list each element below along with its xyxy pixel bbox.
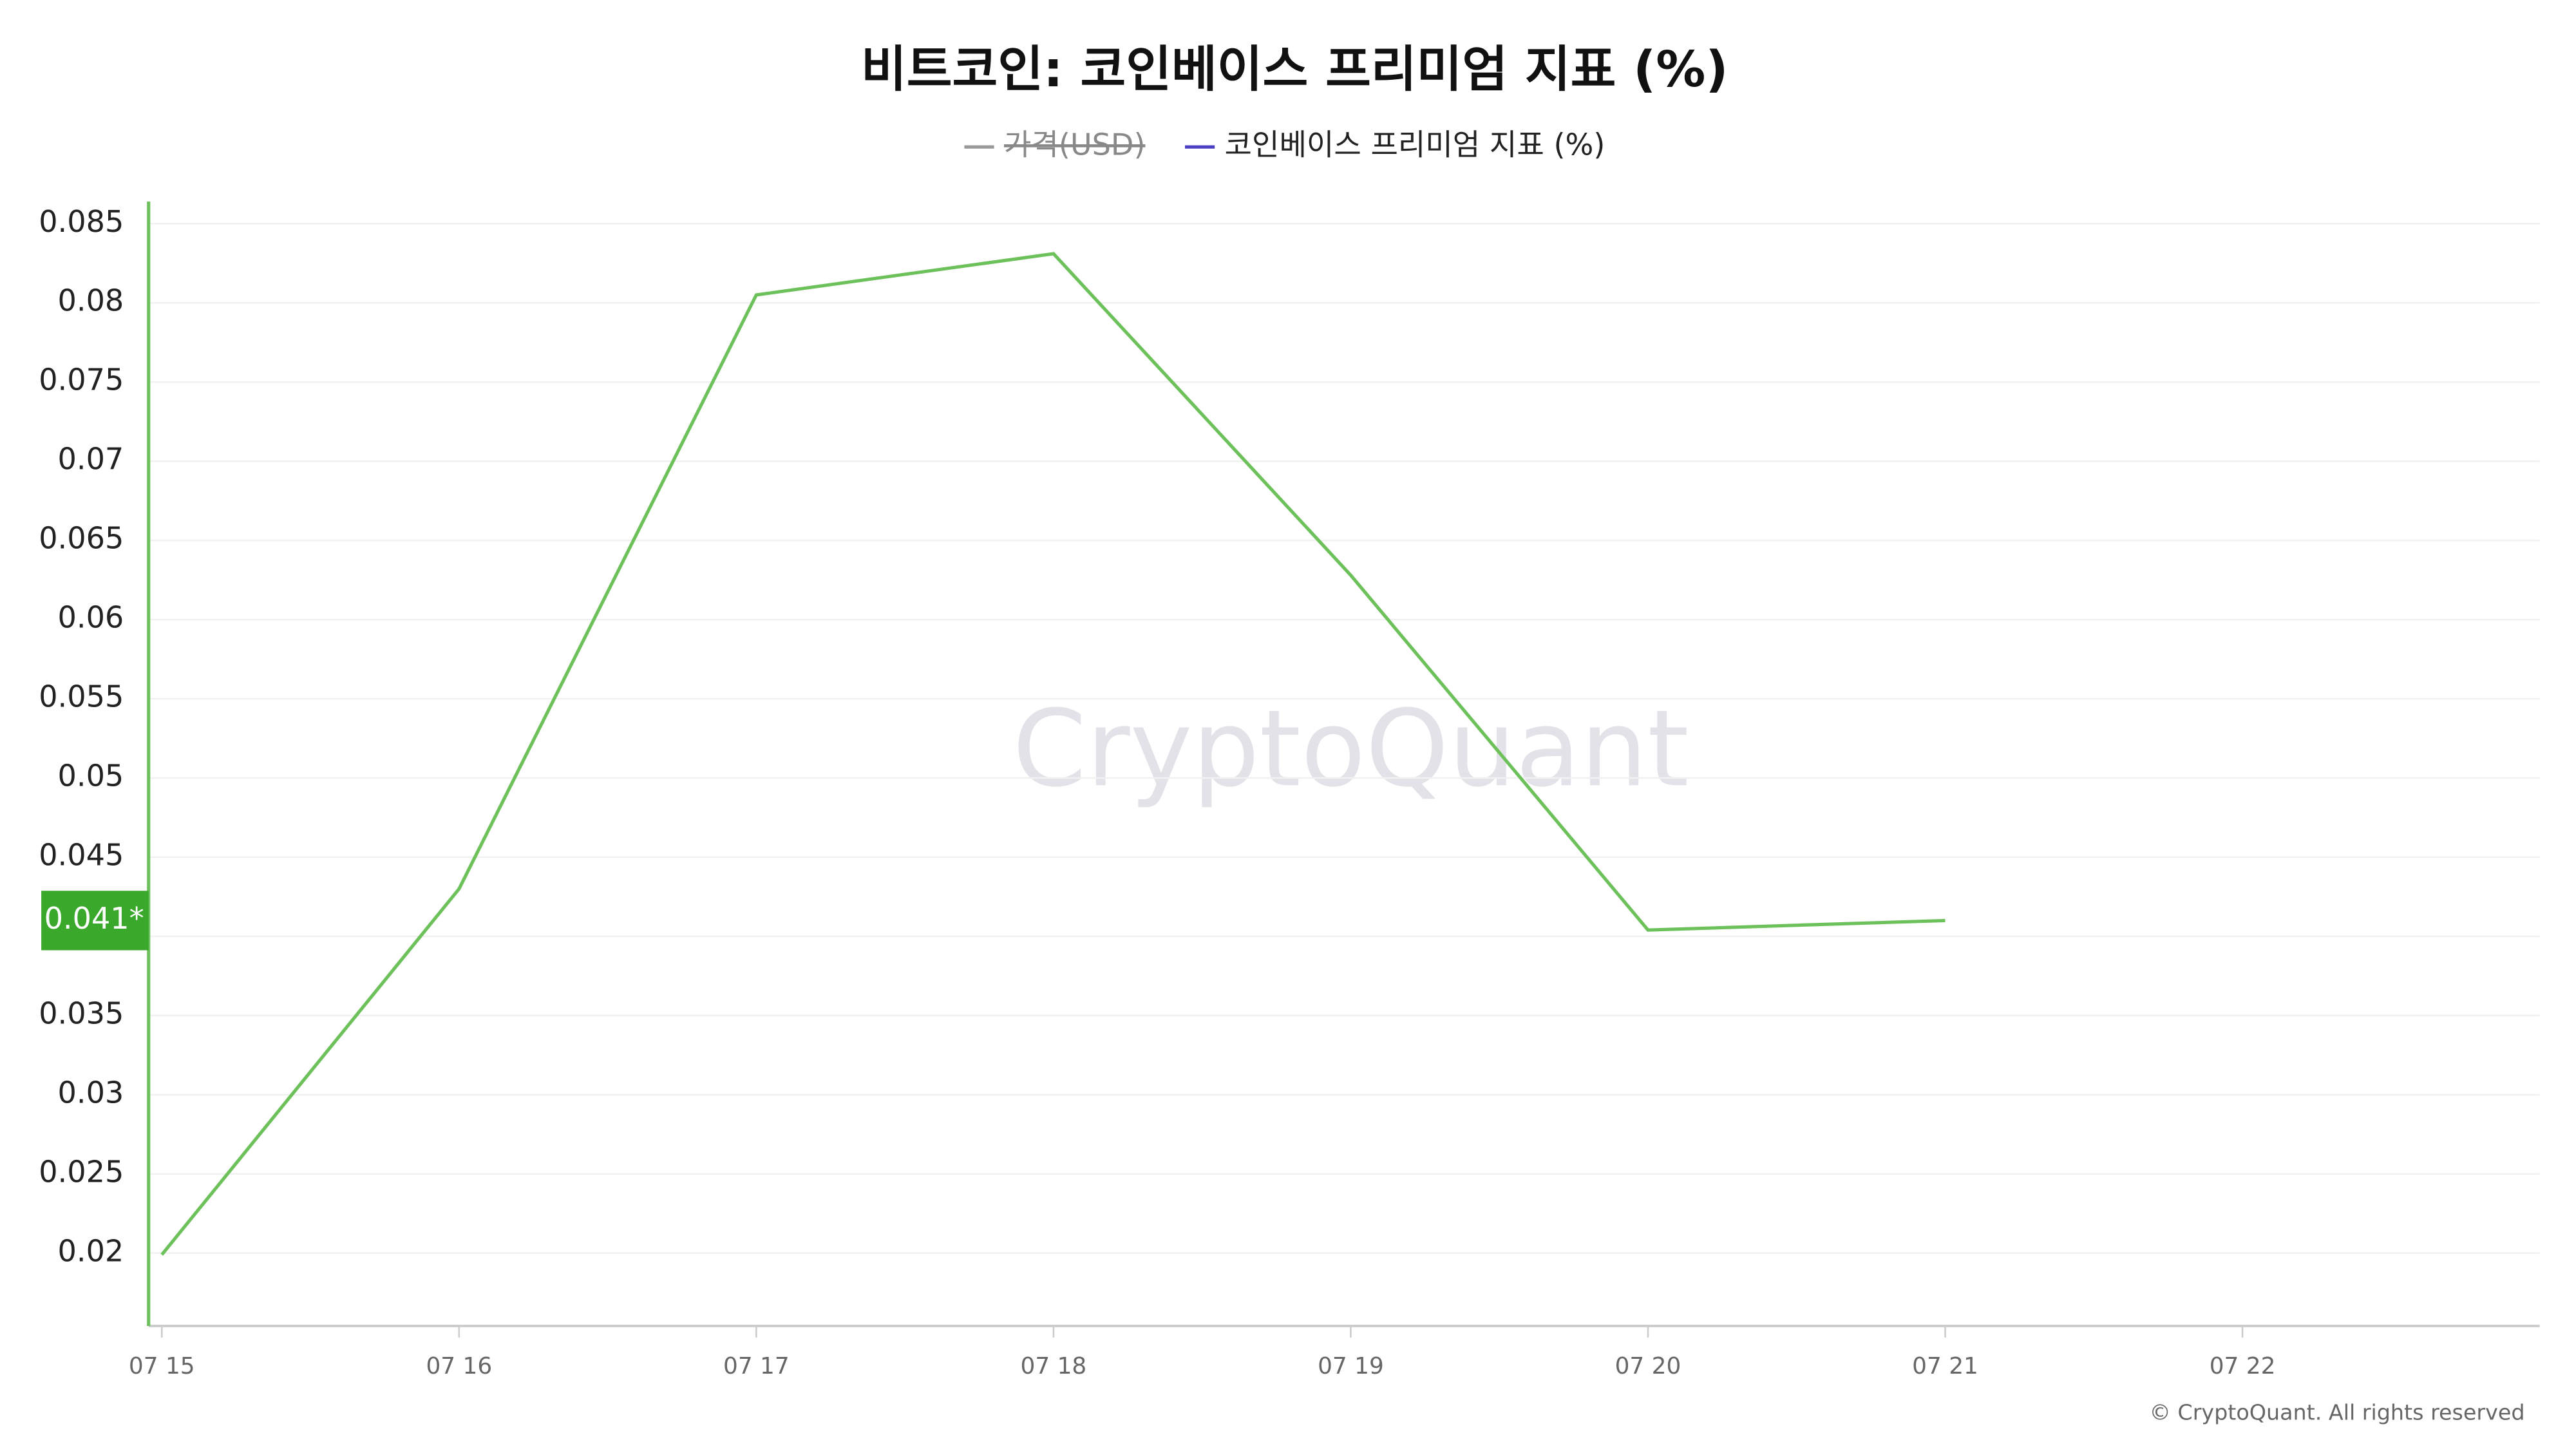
x-tick-label: 07 19 <box>1318 1353 1384 1379</box>
y-tick-label: 0.07 <box>58 442 124 477</box>
series-line <box>160 252 1946 1256</box>
y-tick-label: 0.035 <box>39 996 124 1030</box>
x-tick-label: 07 15 <box>129 1353 195 1379</box>
y-tick-label: 0.075 <box>39 363 124 397</box>
x-tick-label: 07 20 <box>1615 1353 1681 1379</box>
y-tick-label: 0.06 <box>58 600 124 635</box>
y-tick-label: 0.055 <box>39 679 124 714</box>
y-tick-label: 0.085 <box>39 204 124 239</box>
legend-label[interactable]: 코인베이스 프리미엄 지표 (%) <box>1225 128 1605 162</box>
last-value-box <box>41 891 149 951</box>
last-value-label: 0.041* <box>44 901 144 936</box>
y-tick-label: 0.08 <box>58 283 124 318</box>
y-tick-label: 0.025 <box>39 1154 124 1189</box>
x-tick-label: 07 22 <box>2210 1353 2276 1379</box>
x-tick-label: 07 18 <box>1021 1353 1087 1379</box>
y-tick-label: 0.03 <box>58 1075 124 1110</box>
copyright: © CryptoQuant. All rights reserved <box>2150 1399 2525 1425</box>
watermark: CryptoQuant <box>1012 687 1689 810</box>
y-tick-label: 0.05 <box>58 759 124 793</box>
legend-label[interactable]: 가격(USD) <box>1004 128 1146 162</box>
x-tick-label: 07 16 <box>426 1353 492 1379</box>
y-tick-label: 0.065 <box>39 521 124 556</box>
x-tick-label: 07 21 <box>1912 1353 1978 1379</box>
y-tick-label: 0.045 <box>39 838 124 873</box>
y-tick-label: 0.02 <box>58 1233 124 1268</box>
chart-title: 비트코인: 코인베이스 프리미엄 지표 (%) <box>861 41 1728 99</box>
x-tick-label: 07 17 <box>723 1353 790 1379</box>
